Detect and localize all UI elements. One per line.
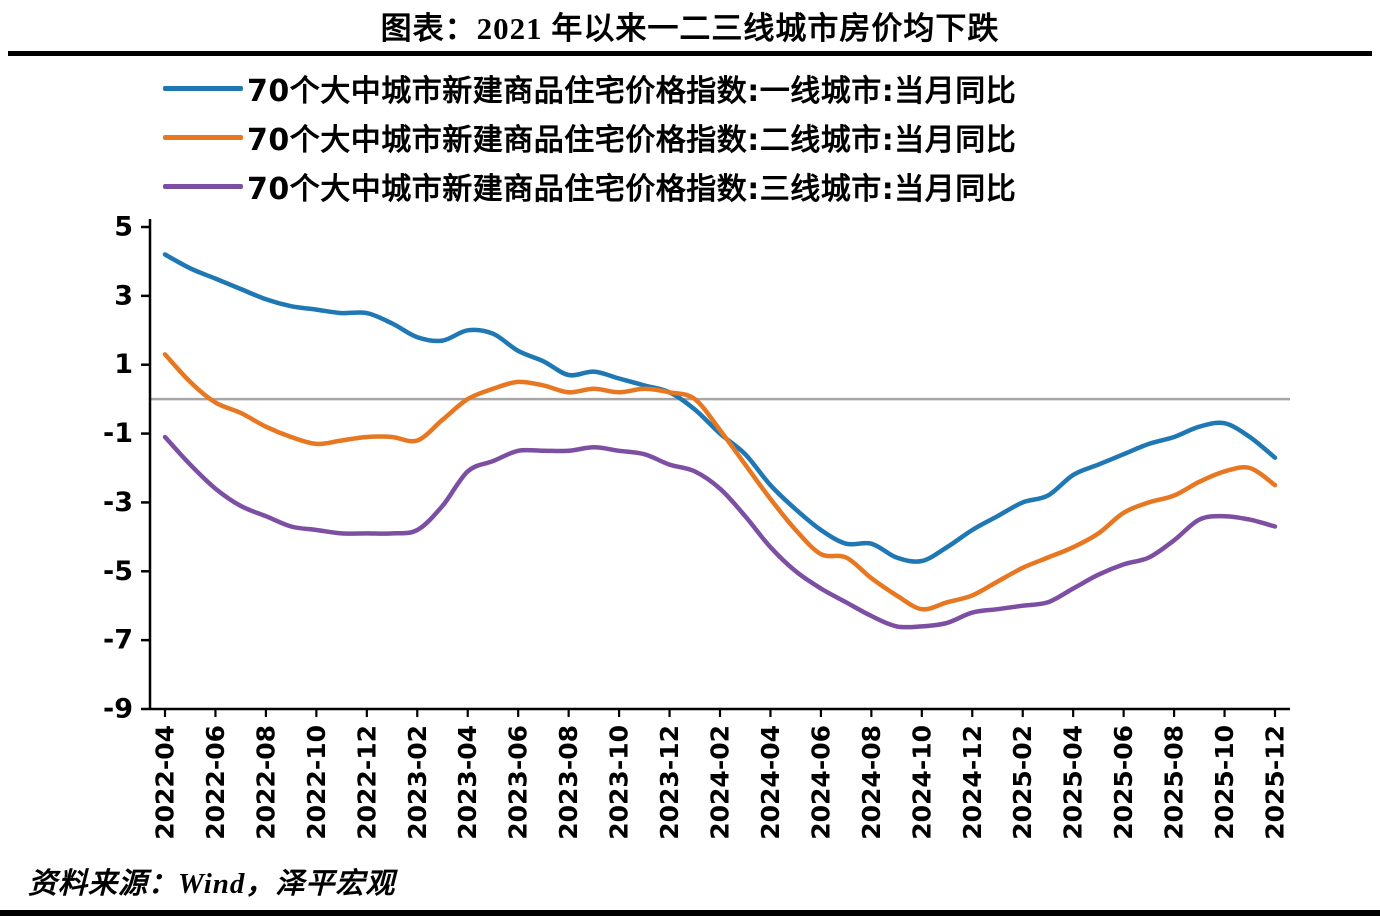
x-tick-label: 2022-10: [302, 725, 331, 840]
y-tick-label: -9: [103, 693, 133, 724]
x-tick-label: 2023-02: [403, 725, 432, 840]
y-tick-label: 3: [114, 280, 133, 311]
legend-label-tier3: 70个大中城市新建商品住宅价格指数:三线城市:当月同比: [247, 172, 1017, 208]
x-tick-label: 2024-02: [706, 725, 735, 840]
page-title: 图表：2021 年以来一二三线城市房价均下跌: [380, 11, 1000, 46]
chart-area: 5 3 1 -1 -3 -5 -7 -9 2022-04 2022-06 2022-08 2022-1…: [0, 211, 1380, 858]
x-tick-label: 2022-04: [151, 725, 180, 840]
legend-item-tier2: 70个大中城市新建商品住宅价格指数:二线城市:当月同比: [163, 113, 1380, 162]
legend-label-tier2: 70个大中城市新建商品住宅价格指数:二线城市:当月同比: [247, 123, 1017, 159]
price-index-line-chart: 5 3 1 -1 -3 -5 -7 -9 2022-04 2022-06 2022-08 2022-1…: [103, 211, 1290, 840]
x-tick-label: 2024-04: [756, 725, 785, 840]
x-tick-label: 2022-06: [201, 725, 230, 840]
y-axis: 5 3 1 -1 -3 -5 -7 -9: [103, 211, 152, 724]
legend-line-swatch-tier1: [163, 85, 243, 91]
legend-line-swatch-tier3: [163, 183, 243, 189]
x-tick-label: 2025-02: [1008, 725, 1037, 840]
x-axis: 2022-04 2022-06 2022-08 2022-10 2022-12 2023-…: [150, 707, 1290, 840]
y-tick-label: -5: [103, 556, 133, 587]
y-tick-label: 5: [114, 211, 133, 242]
x-tick-label: 2023-04: [453, 725, 482, 840]
top-divider: [8, 51, 1372, 56]
series-line-1: [162, 251, 1278, 564]
legend-label-tier1: 70个大中城市新建商品住宅价格指数:一线城市:当月同比: [247, 74, 1017, 110]
source-note: 资料来源：Wind，泽平宏观: [28, 867, 396, 900]
y-tick-label: -1: [103, 418, 133, 449]
x-tick-label: 2025-08: [1160, 725, 1189, 840]
legend: 70个大中城市新建商品住宅价格指数:一线城市:当月同比 70个大中城市新建商品住…: [163, 64, 1380, 211]
y-tick-label: 1: [114, 349, 133, 380]
y-tick-label: -7: [103, 624, 133, 655]
x-tick-label: 2025-12: [1261, 725, 1290, 840]
x-tick-label: 2022-12: [352, 725, 381, 840]
bottom-divider: [0, 909, 1380, 916]
x-tick-label: 2024-06: [806, 725, 835, 840]
y-tick-label: -3: [103, 487, 133, 518]
x-tick-label: 2023-08: [554, 725, 583, 840]
legend-line-swatch-tier2: [163, 134, 243, 140]
x-tick-label: 2024-12: [958, 725, 987, 840]
series-line-3: [162, 434, 1278, 630]
legend-item-tier1: 70个大中城市新建商品住宅价格指数:一线城市:当月同比: [163, 64, 1380, 113]
x-tick-label: 2023-06: [504, 725, 533, 840]
legend-item-tier3: 70个大中城市新建商品住宅价格指数:三线城市:当月同比: [163, 162, 1380, 211]
x-tick-label: 2023-12: [655, 725, 684, 840]
x-tick-label: 2024-10: [907, 725, 936, 840]
series-line-2: [162, 351, 1278, 612]
x-tick-label: 2025-06: [1109, 725, 1138, 840]
x-tick-label: 2024-08: [857, 725, 886, 840]
x-tick-label: 2023-10: [605, 725, 634, 840]
x-tick-label: 2025-04: [1059, 725, 1088, 840]
x-tick-label: 2025-10: [1210, 725, 1239, 840]
x-tick-label: 2022-08: [251, 725, 280, 840]
